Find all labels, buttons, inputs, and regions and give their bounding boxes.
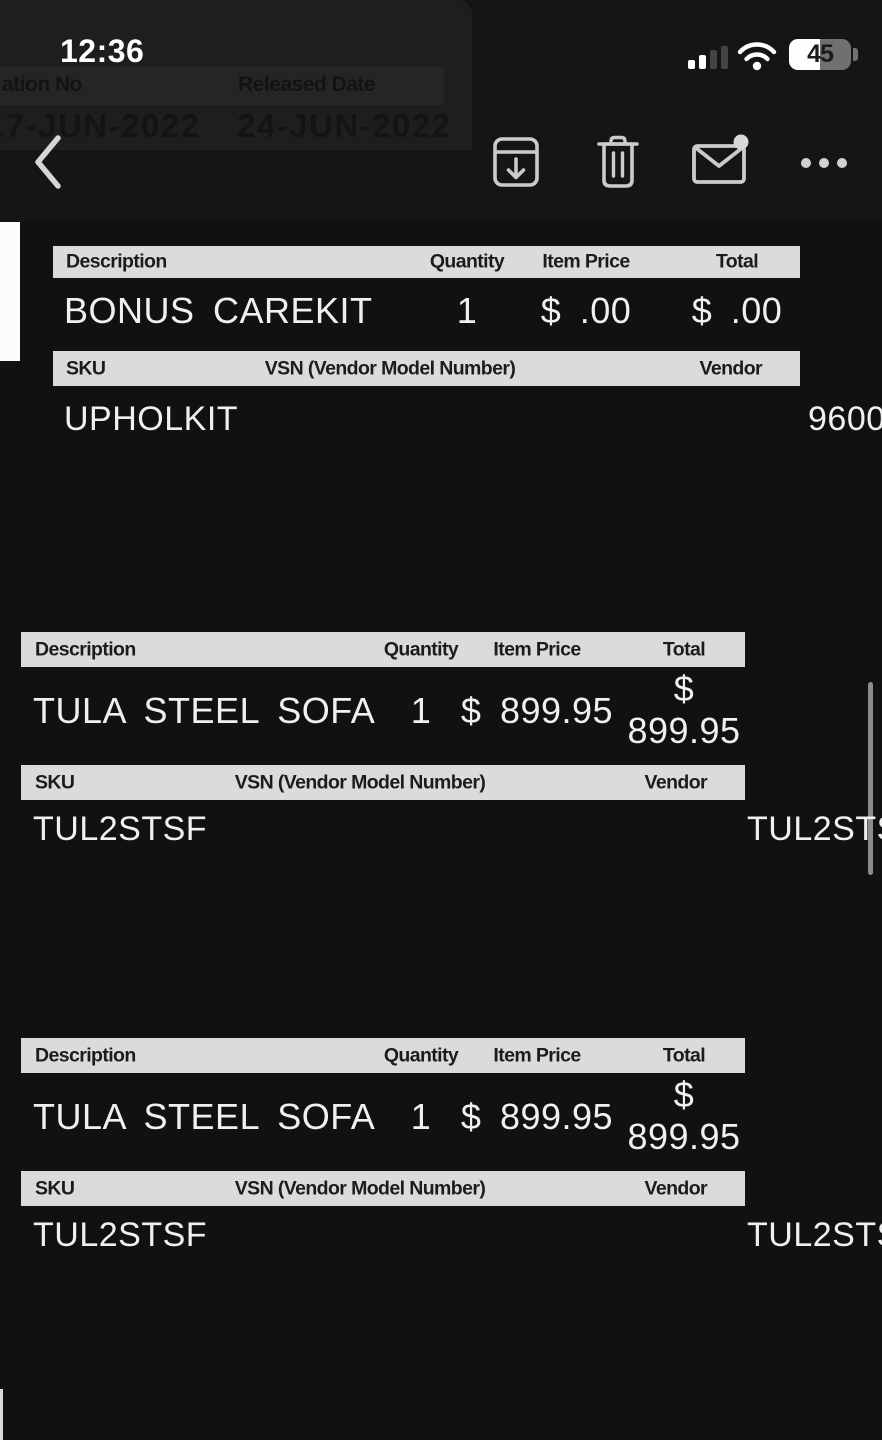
item-total-currency: $	[673, 668, 695, 709]
col-description: Description	[35, 1044, 136, 1066]
col-quantity: Quantity	[383, 1044, 459, 1066]
col-sku: SKU	[66, 357, 106, 379]
item-total: $ .00	[691, 290, 783, 331]
item-price: $ .00	[540, 290, 632, 331]
ellipsis-dot	[819, 158, 829, 168]
item-sku: UPHOLKIT	[64, 400, 239, 438]
item-total-amount: 899.95	[627, 1116, 741, 1157]
sku-header-band: SKU VSN (Vendor Model Number) Vendor	[21, 765, 745, 800]
battery-percent: 45	[807, 40, 834, 68]
battery-icon: 45	[789, 39, 851, 70]
scrollbar-thumb[interactable]	[868, 682, 873, 875]
col-item-price: Item Price	[493, 1044, 581, 1066]
col-vendor: Vendor	[644, 1177, 708, 1199]
item-quantity: 1	[410, 1096, 432, 1137]
ellipsis-dot	[801, 158, 811, 168]
col-total: Total	[715, 250, 759, 273]
col-description: Description	[66, 250, 167, 273]
line-item-block-2: Description Quantity Item Price Total TU…	[21, 632, 882, 862]
item-header-band: Description Quantity Item Price Total	[21, 1038, 745, 1073]
trash-button[interactable]	[597, 134, 639, 190]
dimmed-date-left: 17-JUN-2022	[0, 107, 201, 144]
col-total: Total	[662, 1044, 706, 1066]
line-item-block-3: Description Quantity Item Price Total TU…	[21, 1038, 882, 1268]
back-button[interactable]	[32, 134, 64, 190]
col-item-price: Item Price	[542, 250, 630, 273]
col-description: Description	[35, 638, 136, 660]
col-quantity: Quantity	[383, 638, 459, 660]
item-description: TULA STEEL SOFA	[33, 690, 376, 731]
col-vendor: Vendor	[644, 771, 708, 793]
download-archive-button[interactable]	[493, 137, 539, 187]
sku-header-band: SKU VSN (Vendor Model Number) Vendor	[53, 351, 800, 386]
col-quantity: Quantity	[429, 250, 505, 273]
sku-header-band: SKU VSN (Vendor Model Number) Vendor	[21, 1171, 745, 1206]
item-sku: TUL2STSF	[33, 810, 208, 848]
col-vsn: VSN (Vendor Model Number)	[234, 771, 486, 793]
dimmed-header-band	[0, 67, 444, 105]
col-vendor: Vendor	[699, 357, 763, 379]
item-header-band: Description Quantity Item Price Total	[53, 246, 800, 278]
dimmed-label-right: Released Date	[238, 73, 376, 96]
col-vsn: VSN (Vendor Model Number)	[264, 357, 516, 379]
item-vendor: TUL2STSF	[747, 1216, 882, 1254]
col-vsn: VSN (Vendor Model Number)	[234, 1177, 486, 1199]
dim-overlay: ation No Released Date 17-JUN-2022 24-JU…	[0, 0, 882, 221]
wifi-icon	[737, 42, 777, 71]
item-total-amount: 899.95	[627, 710, 741, 751]
item-sku: TUL2STSF	[33, 1216, 208, 1254]
more-options-button[interactable]	[801, 158, 847, 168]
dimmed-label-left: ation No	[2, 73, 83, 96]
status-time: 12:36	[60, 33, 145, 69]
col-item-price: Item Price	[493, 638, 581, 660]
mark-unread-button[interactable]	[691, 133, 749, 185]
line-item-block-1: Description Quantity Item Price Total BO…	[53, 246, 882, 446]
battery-fill-level	[789, 39, 820, 70]
document-page-edge	[0, 1389, 3, 1440]
dimmed-date-right: 24-JUN-2022	[237, 107, 452, 144]
col-sku: SKU	[35, 771, 75, 793]
item-price: $ 899.95	[460, 1096, 614, 1137]
unread-dot	[733, 134, 749, 150]
document-page-corner	[0, 222, 20, 361]
col-total: Total	[662, 638, 706, 660]
item-price: $ 899.95	[460, 690, 614, 731]
item-vendor: 96000	[808, 400, 882, 438]
item-vendor: TUL2STSF	[747, 810, 882, 848]
signal-strength-icon	[688, 46, 732, 69]
ellipsis-dot	[837, 158, 847, 168]
col-sku: SKU	[35, 1177, 75, 1199]
item-description: BONUS CAREKIT	[64, 290, 373, 331]
battery-cap	[853, 48, 858, 61]
item-quantity: 1	[456, 290, 478, 331]
item-header-band: Description Quantity Item Price Total	[21, 632, 745, 667]
item-quantity: 1	[410, 690, 432, 731]
item-description: TULA STEEL SOFA	[33, 1096, 376, 1137]
item-total-currency: $	[673, 1074, 695, 1115]
